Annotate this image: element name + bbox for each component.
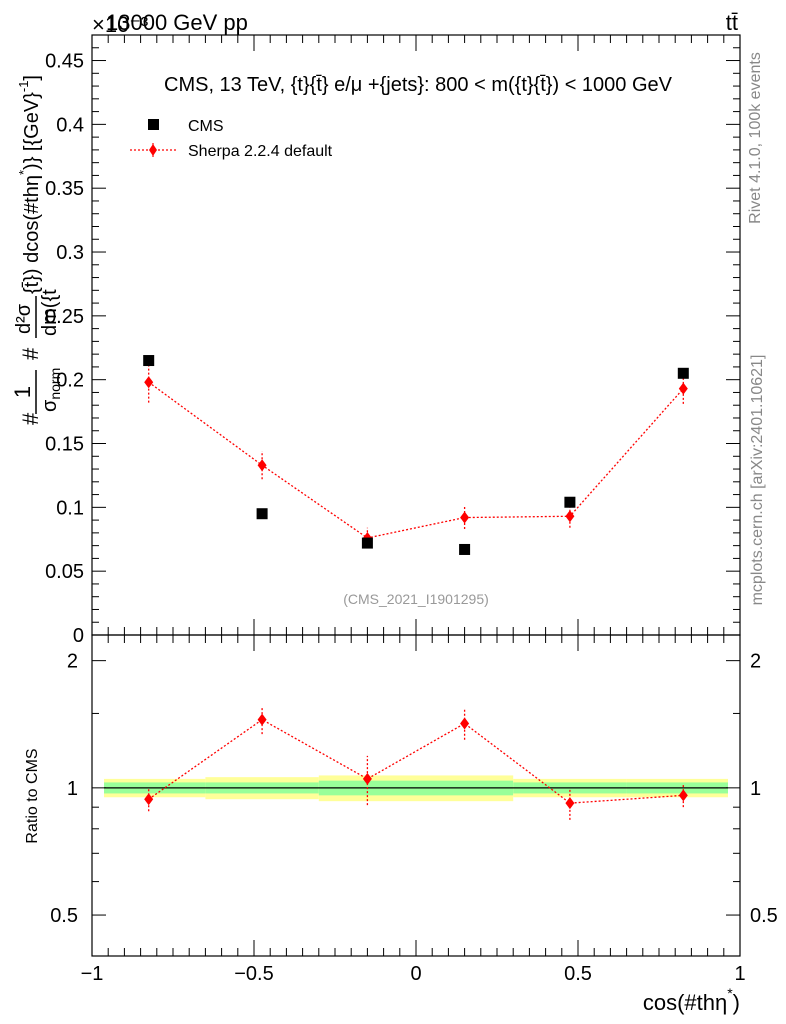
ratio-point (362, 772, 372, 785)
svg-text:σnorm: σnorm (39, 368, 63, 412)
y-tick-label: 0.3 (56, 242, 84, 264)
x-axis-label: cos(#thη*) (643, 985, 740, 1015)
ylabel-frac2-num: d²σ (13, 303, 35, 334)
ratio-y-tick-label-right: 0.5 (750, 905, 778, 927)
watermark: (CMS_2021_I1901295) (343, 591, 489, 607)
ratio-uncertainty-band (104, 775, 728, 802)
ratio-y-tick-label-right: 1 (750, 778, 761, 800)
y-tick-label: 0.1 (56, 497, 84, 519)
ratio-data-marks (144, 706, 688, 820)
svg-text:{t̄}) dcos(#thη*)} [{GeV}-1]: {t̄}) dcos(#thη*)} [{GeV}-1] (16, 75, 43, 294)
ylabel-tail-end: )} [{GeV} (21, 92, 43, 170)
mc-point (144, 376, 154, 389)
mc-point (460, 511, 470, 524)
legend-marker-cms (148, 119, 159, 130)
ratio-point (460, 717, 470, 730)
ratio-ylabel: Ratio to CMS (24, 748, 41, 843)
ratio-point (565, 797, 575, 810)
mc-point (565, 510, 575, 523)
y-tick-label: 0.05 (45, 561, 84, 583)
mc-point (678, 382, 688, 395)
x-tick-label: 0 (410, 963, 421, 985)
x-tick-label: 0.5 (564, 963, 592, 985)
svg-text:#: # (18, 412, 43, 425)
ratio-point (257, 713, 267, 726)
ratio-panel: 0.5 0.5 1 1 2 2 −1 −0.5 0 0.5 1 (50, 634, 778, 985)
legend-label-cms: CMS (188, 118, 224, 135)
ylabel-mid: # (18, 347, 43, 360)
ratio-y-tick-label: 0.5 (50, 905, 78, 927)
ylabel-unit-end: ] (21, 75, 43, 81)
x-axis-label-sup: * (727, 985, 733, 1001)
mc-series-line (148, 381, 684, 539)
main-panel: 0 0.05 0.1 0.15 0.2 0.25 0.3 0.35 0.4 0.45 CMS, 1… (45, 34, 741, 647)
plot-exponent: ×10⁻³ (92, 12, 148, 37)
ylabel-prefix: # (18, 412, 43, 425)
cms-point (677, 367, 689, 379)
legend: CMS Sherpa 2.2.4 default (130, 118, 333, 160)
y-tick-label: 0.15 (45, 434, 84, 456)
x-tick-label: −0.5 (234, 963, 273, 985)
ylabel-frac1-num: 1 (10, 386, 35, 398)
ylabel-frac1-den: σ (39, 399, 61, 412)
ylabel-frac2-den: dm({t (39, 289, 61, 336)
ratio-y-tick-label: 2 (67, 651, 78, 673)
cms-point (256, 508, 268, 520)
ylabel-unit-sup: -1 (16, 81, 31, 93)
y-tick-label: 0 (73, 625, 84, 647)
x-axis-label-main: cos(#thη (643, 990, 727, 1015)
main-axis-ticks: 0 0.05 0.1 0.15 0.2 0.25 0.3 0.35 0.4 0.45 (45, 35, 741, 647)
main-ylabel: # 1 σnorm # d²σ dm({t {t̄}) dcos(#thη*)}… (10, 75, 63, 425)
energy-label: 13000 GeV pp (106, 10, 248, 35)
mc-point (257, 459, 267, 472)
main-data-marks (143, 355, 689, 555)
x-axis-label-end: ) (733, 990, 740, 1015)
ratio-point (678, 789, 688, 802)
ylabel-tail: {t̄}) dcos(#thη (21, 175, 43, 294)
y-tick-label: 0.2 (56, 370, 84, 392)
x-tick-label: −1 (81, 963, 104, 985)
y-tick-label: 0.45 (45, 51, 84, 73)
rivet-label: Rivet 4.1.0, 100k events (747, 52, 764, 224)
x-tick-label: 1 (734, 963, 745, 985)
ratio-y-tick-label-right: 2 (750, 651, 761, 673)
process-label: tt̄ (726, 10, 738, 35)
cms-point (361, 537, 373, 549)
ylabel-frac1-den-sub: norm (47, 368, 63, 400)
mcplots-label: mcplots.cern.ch [arXiv:2401.10621] (749, 355, 766, 606)
ratio-axis-ticks: 0.5 0.5 1 1 2 2 −1 −0.5 0 0.5 1 (50, 635, 778, 985)
y-tick-label: 0.4 (56, 114, 84, 136)
ylabel-tail-sup: * (16, 170, 31, 175)
legend-label-sherpa: Sherpa 2.2.4 default (188, 143, 333, 160)
y-tick-label: 0.35 (45, 178, 84, 200)
cms-point (459, 543, 471, 555)
ratio-y-tick-label: 1 (67, 778, 78, 800)
cms-point (564, 496, 576, 508)
y-tick-label: 0.25 (45, 306, 84, 328)
cms-point (143, 355, 155, 367)
main-title: CMS, 13 TeV, {t}{t̄} e/μ +{jets}: 800 < … (164, 74, 673, 96)
legend-marker-sherpa (149, 144, 157, 156)
ratio-point (144, 793, 154, 806)
